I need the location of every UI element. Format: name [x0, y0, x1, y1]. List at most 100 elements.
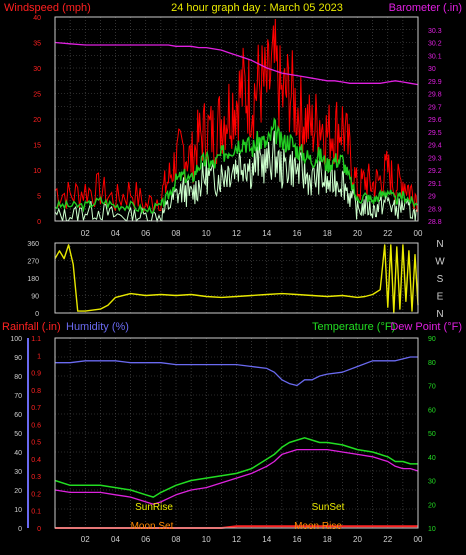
- min-wind-series-line: [54, 130, 418, 223]
- rain-y-tick-label: 0.9: [31, 371, 41, 378]
- climate-panel-x-tick-label: 10: [202, 535, 211, 544]
- humidity-y-tick-label: 50: [14, 431, 22, 438]
- direction-y-tick-label: 270: [27, 259, 39, 266]
- baro-y-tick-label: 28.9: [428, 206, 442, 213]
- humidity-y-tick-label: 30: [14, 469, 22, 476]
- compass-tick-label: W: [435, 257, 445, 268]
- humidity-y-tick-label: 80: [14, 374, 22, 381]
- rain-y-tick-label: 0.2: [31, 491, 41, 498]
- climate-panel-x-tick-label: 20: [353, 535, 362, 544]
- climate-panel-x-tick-label: 16: [293, 535, 302, 544]
- sunset-annotation: SunSet: [312, 502, 345, 513]
- rain-y-tick-label: 0: [37, 526, 41, 533]
- rain-y-tick-label: 1: [37, 353, 41, 360]
- windspeed-title: Windspeed (mph): [4, 2, 91, 14]
- climate-panel-frame: [54, 337, 419, 529]
- direction-y-tick-label: 0: [35, 311, 39, 318]
- wind-panel-x-tick-label: 18: [323, 229, 332, 238]
- humidity-y-tick-label: 60: [14, 412, 22, 419]
- baro-y-tick-label: 29.3: [428, 155, 442, 162]
- wind-panel-x-tick-label: 12: [232, 229, 241, 238]
- wind-panel-x-tick-label: 06: [141, 229, 150, 238]
- baro-y-tick-label: 29.9: [428, 79, 442, 86]
- baro-y-tick-label: 30.1: [428, 53, 442, 60]
- humidity-axis-bar: [27, 338, 29, 528]
- climate-panel-x-tick-label: 12: [232, 535, 241, 544]
- climate-panel-x-tick-label: 04: [111, 535, 120, 544]
- humidity-label: Humidity (%): [66, 321, 129, 333]
- moonset-annotation: Moon Set: [131, 521, 174, 532]
- baro-y-tick-label: 29.1: [428, 181, 442, 188]
- humidity-y-tick-label: 100: [10, 336, 22, 343]
- climate-panel-x-tick-label: 08: [172, 535, 181, 544]
- rain-y-tick-label: 1.1: [31, 336, 41, 343]
- direction-y-tick-label: 90: [31, 294, 39, 301]
- wind-y-tick-label: 40: [33, 15, 41, 22]
- temp-y-tick-label: 50: [428, 431, 436, 438]
- baro-y-tick-label: 29.7: [428, 104, 442, 111]
- wind-panel-x-tick-label: 16: [293, 229, 302, 238]
- wind-y-tick-label: 30: [33, 66, 41, 73]
- baro-y-tick-label: 30.2: [428, 41, 442, 48]
- direction-series-line: [54, 244, 419, 314]
- rain-y-tick-label: 0.8: [31, 388, 41, 395]
- rain-y-tick-label: 0.1: [31, 509, 41, 516]
- climate-panel-x-tick-label: 14: [262, 535, 271, 544]
- wind-panel-x-tick-label: 22: [383, 229, 392, 238]
- climate-panel-x-tick-label: 00: [414, 535, 423, 544]
- wind-panel-x-tick-label: 08: [172, 229, 181, 238]
- wind-panel-x-tick-label: 10: [202, 229, 211, 238]
- rain-y-tick-label: 0.5: [31, 440, 41, 447]
- barometer-series-line: [54, 41, 419, 86]
- baro-y-tick-label: 29: [428, 194, 436, 201]
- wind-y-tick-label: 25: [33, 92, 41, 99]
- temperature-series-line: [54, 437, 418, 498]
- temperature-label: Temperature (°F): [312, 321, 395, 333]
- wind-panel-x-tick-label: 00: [414, 229, 423, 238]
- climate-panel-x-tick-label: 18: [323, 535, 332, 544]
- temp-y-tick-label: 90: [428, 336, 436, 343]
- baro-y-tick-label: 29.2: [428, 168, 442, 175]
- rain-y-tick-label: 0.3: [31, 474, 41, 481]
- compass-tick-label: N: [436, 309, 443, 320]
- baro-y-tick-label: 29.4: [428, 143, 442, 150]
- temp-y-tick-label: 30: [428, 479, 436, 486]
- humidity-y-tick-label: 40: [14, 450, 22, 457]
- baro-y-tick-label: 30: [428, 66, 436, 73]
- temp-y-tick-label: 40: [428, 455, 436, 462]
- gridlines: [55, 16, 418, 529]
- humidity-y-tick-label: 90: [14, 355, 22, 362]
- compass-tick-label: E: [437, 292, 444, 303]
- baro-y-tick-label: 29.6: [428, 117, 442, 124]
- wind-y-tick-label: 15: [33, 143, 41, 150]
- baro-y-tick-label: 28.8: [428, 219, 442, 226]
- wind-panel-x-tick-label: 04: [111, 229, 120, 238]
- wind-panel-frame: [54, 16, 419, 222]
- wind-y-tick-label: 10: [33, 168, 41, 175]
- temp-y-tick-label: 70: [428, 384, 436, 391]
- dewpoint-label: Dew Point (°F): [390, 321, 462, 333]
- climate-panel-x-tick-label: 22: [383, 535, 392, 544]
- baro-y-tick-label: 29.5: [428, 130, 442, 137]
- humidity-y-tick-label: 0: [18, 526, 22, 533]
- direction-y-tick-label: 360: [27, 241, 39, 248]
- wind-y-tick-label: 0: [37, 219, 41, 226]
- temp-y-tick-label: 60: [428, 407, 436, 414]
- graph-title: 24 hour graph day : March 05 2023: [171, 2, 343, 14]
- wind-panel-x-tick-label: 02: [81, 229, 90, 238]
- wind-y-tick-label: 20: [33, 117, 41, 124]
- avg-wind-series-line: [54, 117, 418, 215]
- compass-tick-label: S: [437, 274, 444, 285]
- baro-y-tick-label: 29.8: [428, 92, 442, 99]
- temp-y-tick-label: 10: [428, 526, 436, 533]
- direction-y-tick-label: 180: [27, 276, 39, 283]
- wind-y-tick-label: 5: [37, 194, 41, 201]
- axes: 051015202530354028.828.92929.129.229.329…: [10, 15, 445, 544]
- rain-y-tick-label: 0.6: [31, 422, 41, 429]
- humidity-series-line: [55, 356, 418, 387]
- compass-tick-label: N: [436, 239, 443, 250]
- humidity-y-tick-label: 20: [14, 488, 22, 495]
- rainfall-label: Rainfall (.in): [2, 321, 61, 333]
- sunrise-annotation: SunRise: [135, 502, 173, 513]
